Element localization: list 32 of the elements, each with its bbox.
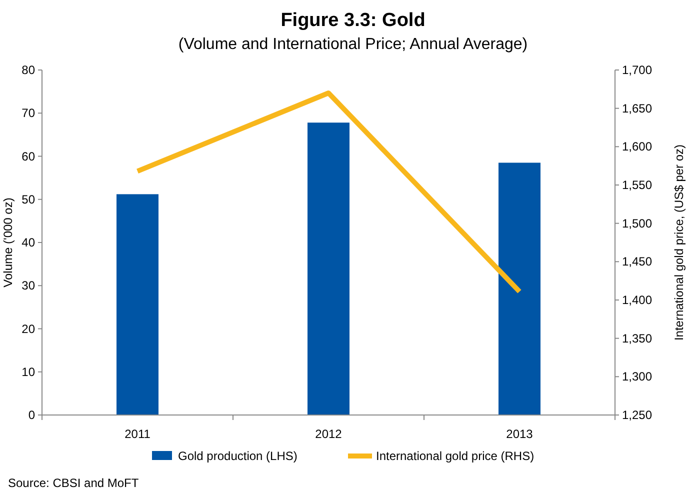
x-tick-label: 2012 [315, 427, 342, 441]
bar [308, 122, 350, 415]
y2-tick-label: 1,500 [622, 216, 652, 230]
y-tick-label: 80 [22, 63, 36, 77]
x-tick-label: 2011 [124, 427, 151, 441]
y2-tick-label: 1,400 [622, 293, 652, 307]
y-tick-label: 30 [22, 278, 36, 293]
source-note: Source: CBSI and MoFT [8, 476, 140, 490]
y2-tick-label: 1,700 [622, 63, 652, 77]
legend-label: Gold production (LHS) [178, 449, 298, 463]
y2-tick-label: 1,550 [622, 178, 652, 192]
y-axis-title: Volume ('000 oz) [1, 198, 15, 288]
y2-tick-label: 1,350 [622, 331, 652, 346]
y2-tick-label: 1,600 [622, 140, 652, 154]
chart-title: Figure 3.3: Gold [280, 10, 426, 31]
bar [498, 162, 540, 415]
y-tick-label: 0 [28, 408, 36, 422]
bar [116, 194, 158, 415]
y-tick-label: 10 [22, 364, 36, 379]
y-tick-label: 20 [22, 322, 36, 336]
y-tick-label: 40 [22, 236, 36, 250]
y-tick-label: 60 [22, 149, 36, 164]
legend-label: International gold price (RHS) [376, 449, 534, 463]
y-tick-label: 50 [22, 192, 36, 206]
y-tick-label: 70 [22, 106, 36, 120]
y2-axis-title: International gold price, (US$ per oz) [672, 144, 686, 341]
chart-subtitle: (Volume and International Price; Annual Average) [178, 36, 528, 53]
y2-tick-label: 1,300 [622, 370, 652, 384]
y2-tick-label: 1,450 [622, 254, 652, 269]
x-tick-label: 2013 [506, 427, 534, 441]
y2-tick-label: 1,650 [622, 101, 652, 116]
y2-tick-label: 1,250 [622, 408, 652, 422]
